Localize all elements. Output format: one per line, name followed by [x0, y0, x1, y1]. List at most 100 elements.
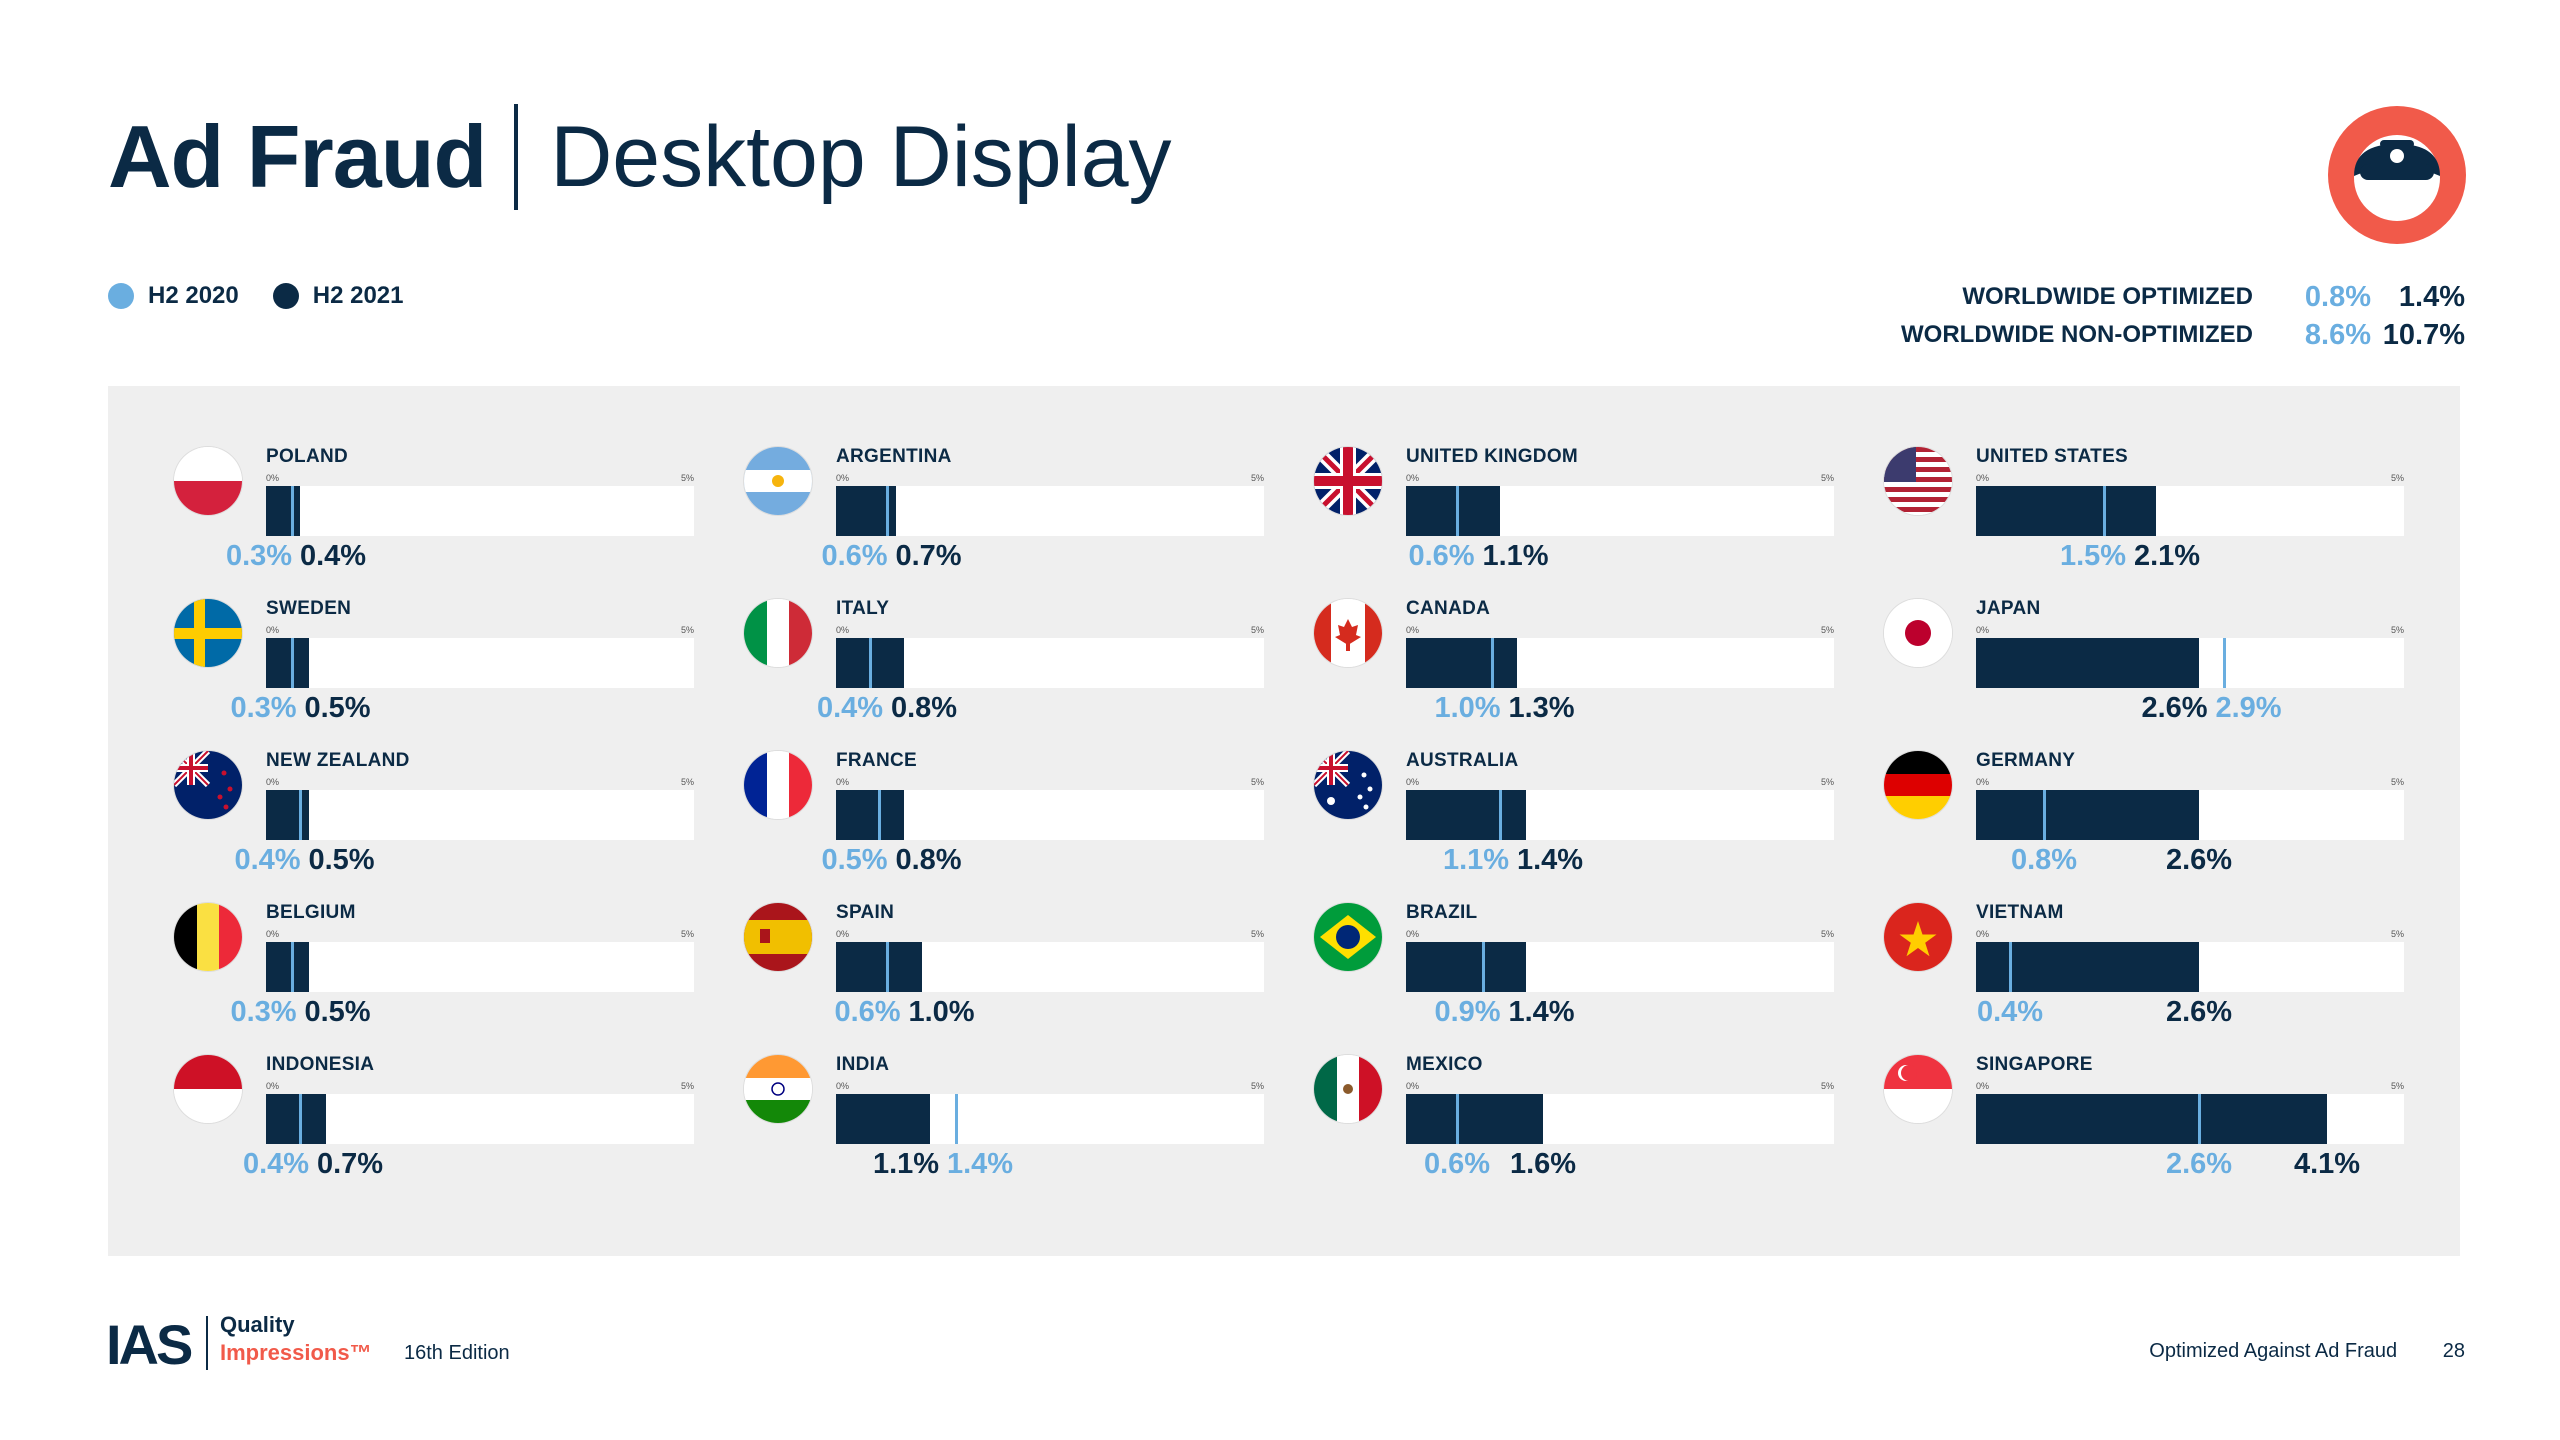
bar-h2-2021 — [1406, 942, 1526, 992]
marker-h2-2020 — [299, 790, 302, 840]
tick-label-max: 5% — [680, 929, 694, 939]
country-row-india: INDIA 0% 5% 1.4% 1.1% — [740, 990, 1300, 1180]
footer-logo-divider — [206, 1316, 208, 1370]
tick-label-max: 5% — [2390, 777, 2404, 787]
brazil-flag-icon — [1314, 903, 1382, 971]
bar-h2-2021 — [836, 790, 904, 840]
tick-label-min: 0% — [836, 777, 850, 787]
value-label-h2-2020: 0.5% — [821, 844, 888, 876]
spain-flag-icon — [744, 903, 812, 971]
marker-h2-2020 — [2043, 790, 2046, 840]
bar-track — [1976, 638, 2404, 688]
worldwide-optimized-h2-2020: 0.8% — [2304, 280, 2371, 313]
tick-label-max: 5% — [1820, 777, 1834, 787]
tick-label-max: 5% — [1820, 473, 1834, 483]
bar-track — [266, 790, 694, 840]
worldwide-optimized-label: WORLDWIDE OPTIMIZED — [1962, 283, 2253, 310]
country-label: GERMANY — [1976, 750, 2076, 771]
country-label: JAPAN — [1976, 598, 2041, 619]
marker-h2-2020 — [2223, 638, 2226, 688]
value-label-h2-2021: 1.4% — [1516, 844, 1584, 876]
bar-track — [1406, 486, 1834, 536]
bar-h2-2021 — [266, 942, 309, 992]
legend-item-h2-2020: H2 2020 — [108, 282, 239, 310]
country-label: NEW ZEALAND — [266, 750, 410, 771]
tick-label-min: 0% — [1406, 625, 1420, 635]
bar-track — [266, 1094, 694, 1144]
japan-flag-icon — [1884, 599, 1952, 667]
country-label: VIETNAM — [1976, 902, 2064, 923]
bar-h2-2021 — [836, 942, 922, 992]
tick-label-min: 0% — [836, 473, 850, 483]
marker-h2-2020 — [955, 1094, 958, 1144]
value-label-h2-2020: 0.3% — [230, 996, 297, 1028]
bar-track — [1406, 638, 1834, 688]
country-row-spain: SPAIN 0% 5% 0.6% 1.0% — [740, 838, 1300, 1028]
bar-track — [266, 942, 694, 992]
bar-h2-2021 — [1406, 1094, 1543, 1144]
tick-label-min: 0% — [1976, 625, 1990, 635]
value-label-h2-2021: 1.1% — [872, 1148, 940, 1180]
bar-track — [836, 486, 1264, 536]
value-label-h2-2021: 0.7% — [316, 1148, 384, 1180]
value-label-h2-2020: 0.6% — [834, 996, 901, 1028]
country-row-japan: JAPAN 0% 5% 2.9% 2.6% — [1880, 534, 2440, 724]
france-flag-icon — [744, 751, 812, 819]
marker-h2-2020 — [2009, 942, 2012, 992]
marker-h2-2020 — [1456, 1094, 1459, 1144]
tick-label-min: 0% — [1976, 777, 1990, 787]
marker-h2-2020 — [2198, 1094, 2201, 1144]
bar-track — [836, 1094, 1264, 1144]
tick-label-max: 5% — [2390, 625, 2404, 635]
value-label-h2-2020: 0.4% — [816, 692, 884, 724]
country-row-indonesia: INDONESIA 0% 5% 0.4% 0.7% — [170, 990, 730, 1180]
value-label-h2-2021: 2.6% — [2165, 844, 2233, 876]
value-label-h2-2021: 1.0% — [908, 996, 975, 1028]
bar-track — [836, 638, 1264, 688]
tick-label-min: 0% — [1976, 929, 1990, 939]
marker-h2-2020 — [299, 1094, 302, 1144]
value-label-h2-2020: 0.3% — [230, 692, 297, 724]
uk-flag-icon — [1314, 447, 1382, 515]
value-label-h2-2020: 0.8% — [2010, 844, 2078, 876]
worldwide-non-optimized-h2-2020: 8.6% — [2304, 318, 2371, 351]
ninja-mascot-icon — [2328, 106, 2466, 244]
country-row-sweden: SWEDEN 0% 5% 0.3% 0.5% — [170, 534, 730, 724]
us-flag-icon — [1884, 447, 1952, 515]
footer-right: Optimized Against Ad Fraud 28 — [2149, 1340, 2465, 1363]
title-bold: Ad Fraud — [108, 107, 487, 206]
country-label: SPAIN — [836, 902, 895, 923]
poland-flag-icon — [174, 447, 242, 515]
bar-track — [266, 486, 694, 536]
bar-track — [1406, 1094, 1834, 1144]
marker-h2-2020 — [869, 638, 872, 688]
country-label: CANADA — [1406, 598, 1491, 619]
country-label: BELGIUM — [266, 902, 356, 923]
value-label-h2-2021: 0.8% — [890, 692, 958, 724]
tick-label-max: 5% — [680, 1081, 694, 1091]
page-title: Ad Fraud Desktop Display — [108, 102, 1172, 212]
country-label: ARGENTINA — [836, 446, 952, 467]
title-divider — [514, 104, 519, 210]
value-label-h2-2020: 0.4% — [1976, 996, 2044, 1028]
value-label-h2-2021: 0.5% — [304, 996, 371, 1028]
value-label-h2-2020: 0.4% — [242, 1148, 310, 1180]
country-label: FRANCE — [836, 750, 917, 771]
title-light: Desktop Display — [550, 108, 1172, 205]
bar-h2-2021 — [266, 638, 309, 688]
bar-h2-2021 — [1406, 486, 1500, 536]
tick-label-max: 5% — [680, 625, 694, 635]
bar-h2-2021 — [1406, 790, 1526, 840]
bar-track — [836, 942, 1264, 992]
worldwide-non-optimized-label: WORLDWIDE NON-OPTIMIZED — [1901, 321, 2253, 348]
tick-label-max: 5% — [2390, 929, 2404, 939]
tick-label-min: 0% — [266, 777, 280, 787]
marker-h2-2020 — [1491, 638, 1494, 688]
value-label-h2-2021: 2.1% — [2133, 540, 2201, 572]
country-row-belgium: BELGIUM 0% 5% 0.3% 0.5% — [170, 838, 730, 1028]
worldwide-summary: WORLDWIDE OPTIMIZED 0.8% 1.4% WORLDWIDE … — [1901, 278, 2465, 354]
value-label-h2-2020: 0.3% — [225, 540, 293, 572]
tick-label-min: 0% — [1406, 929, 1420, 939]
country-row-mexico: MEXICO 0% 5% 0.6% 1.6% — [1310, 990, 1870, 1180]
tick-label-max: 5% — [1250, 473, 1264, 483]
